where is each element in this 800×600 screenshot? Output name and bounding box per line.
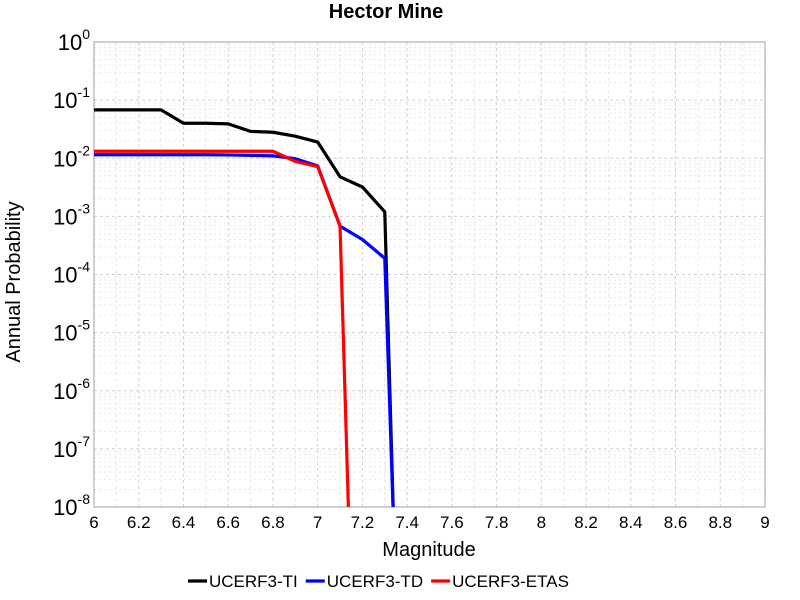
y-tick-label: 10-2 xyxy=(53,142,90,171)
y-tick-exponent: -4 xyxy=(78,259,91,275)
x-tick-label: 6.2 xyxy=(127,513,151,532)
y-tick-base: 10 xyxy=(53,495,77,520)
legend-item: UCERF3-ETAS xyxy=(431,572,569,591)
y-tick-label: 10-1 xyxy=(53,84,90,113)
y-tick-exponent: -8 xyxy=(78,491,91,507)
x-tick-label: 6.8 xyxy=(261,513,285,532)
y-tick-label: 10-6 xyxy=(53,375,90,404)
y-tick-exponent: -6 xyxy=(78,375,91,391)
y-tick-base: 10 xyxy=(58,30,82,55)
series-line-ucerf3-td xyxy=(94,153,395,507)
x-tick-label: 7.6 xyxy=(440,513,464,532)
y-tick-exponent: 0 xyxy=(82,26,90,42)
y-tick-label: 10-7 xyxy=(53,433,90,462)
y-tick-exponent: -1 xyxy=(78,84,91,100)
plot-area xyxy=(93,41,766,508)
x-tick-label: 8.2 xyxy=(574,513,598,532)
x-tick-label: 8 xyxy=(537,513,546,532)
x-tick-label: 7 xyxy=(313,513,322,532)
x-tick-label: 6 xyxy=(89,513,98,532)
y-tick-base: 10 xyxy=(53,263,77,288)
x-tick-label: 8.6 xyxy=(664,513,688,532)
y-tick-exponent: -3 xyxy=(78,200,91,216)
x-axis-label: Magnitude xyxy=(382,539,475,561)
y-tick-exponent: -5 xyxy=(78,317,91,333)
y-tick-base: 10 xyxy=(53,88,77,113)
legend-label: UCERF3-TI xyxy=(209,572,298,591)
y-tick-base: 10 xyxy=(53,437,77,462)
x-tick-label: 8.4 xyxy=(619,513,643,532)
chart-title: Hector Mine xyxy=(329,1,443,23)
grid-minor xyxy=(94,42,765,507)
legend-item: UCERF3-TD xyxy=(305,572,423,591)
y-tick-exponent: -2 xyxy=(78,142,91,158)
y-tick-label: 10-8 xyxy=(53,491,90,520)
y-tick-base: 10 xyxy=(53,321,77,346)
y-tick-label: 100 xyxy=(58,26,90,55)
legend: UCERF3-TI UCERF3-TD UCERF3-ETAS xyxy=(188,572,569,591)
y-tick-label: 10-3 xyxy=(53,200,90,229)
y-axis-label: Annual Probability xyxy=(3,201,25,362)
x-tick-label: 9 xyxy=(760,513,769,532)
series-layer xyxy=(94,108,395,507)
series-line-ucerf3-ti xyxy=(94,108,395,507)
x-tick-label: 7.4 xyxy=(395,513,419,532)
y-tick-base: 10 xyxy=(53,379,77,404)
legend-label: UCERF3-TD xyxy=(327,572,423,591)
series-line-ucerf3-etas xyxy=(94,149,350,507)
legend-item: UCERF3-TI xyxy=(188,572,298,591)
x-tick-label: 6.6 xyxy=(216,513,240,532)
y-tick-base: 10 xyxy=(53,146,77,171)
x-tick-label: 7.8 xyxy=(485,513,509,532)
y-tick-label: 10-5 xyxy=(53,317,90,346)
legend-label: UCERF3-ETAS xyxy=(452,572,569,591)
y-tick-exponent: -7 xyxy=(78,433,91,449)
y-tick-label: 10-4 xyxy=(53,259,90,288)
x-tick-label: 7.2 xyxy=(351,513,375,532)
x-tick-label: 8.8 xyxy=(708,513,732,532)
x-tick-label: 6.4 xyxy=(172,513,196,532)
x-axis-ticks: 6 6.2 6.4 6.6 6.8 7 7.2 7.4 7.6 7.8 8 8.2 8.4 8.6 8.8 9 xyxy=(89,513,769,532)
y-tick-base: 10 xyxy=(53,204,77,229)
